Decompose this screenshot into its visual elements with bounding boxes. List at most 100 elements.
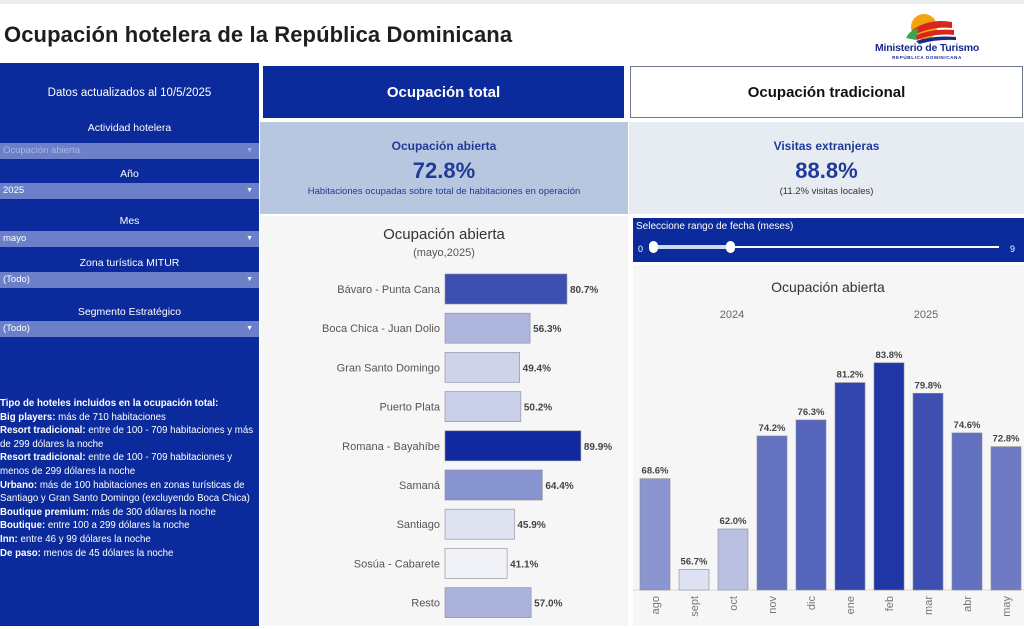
- month-bar[interactable]: [678, 569, 710, 591]
- zone-value-label: 64.4%: [545, 481, 573, 492]
- range-handle-start[interactable]: [649, 241, 658, 253]
- filter-label-mes: Mes: [119, 215, 140, 227]
- filter-label-segmento: Segmento Estratégico: [77, 306, 182, 318]
- month-value-label: 62.0%: [720, 516, 747, 527]
- range-handle-end[interactable]: [725, 241, 735, 253]
- segmento-select-value: (Todo): [3, 323, 30, 334]
- actividad-select[interactable]: Ocupación abierta ▼: [0, 143, 259, 159]
- zone-category-label: Romana - Bayahíbe: [342, 441, 440, 453]
- tab-ocupacion-tradicional[interactable]: Ocupación tradicional: [630, 66, 1023, 118]
- kpi-title: Ocupación abierta: [391, 139, 497, 153]
- month-value-label: 76.3%: [798, 407, 825, 418]
- zone-category-label: Santiago: [397, 519, 440, 531]
- zone-value-label: 56.3%: [533, 324, 561, 335]
- month-bar[interactable]: [639, 478, 671, 591]
- tab-ocupacion-total[interactable]: Ocupación total: [263, 66, 624, 118]
- month-value-label: 56.7%: [681, 556, 708, 567]
- kpi-subtitle: Habitaciones ocupadas sobre total de hab…: [307, 186, 581, 197]
- month-bar[interactable]: [756, 435, 788, 591]
- month-value-label: 81.2%: [837, 370, 864, 381]
- chevron-down-icon: ▼: [246, 235, 253, 242]
- chevron-down-icon: ▼: [246, 276, 253, 283]
- month-value-label: 74.6%: [954, 420, 981, 431]
- range-track[interactable]: [653, 246, 999, 248]
- range-label: Seleccione rango de fecha (meses): [636, 221, 794, 232]
- mes-select[interactable]: mayo ▼: [0, 231, 259, 247]
- month-bar[interactable]: [873, 362, 905, 591]
- note-item: Inn: entre 46 y 99 dólares la noche: [0, 533, 151, 545]
- range-max-label: 9: [1009, 244, 1015, 254]
- zone-bar[interactable]: [444, 508, 515, 540]
- zone-bar[interactable]: [444, 352, 520, 383]
- note-item: Urbano: más de 100 habitaciones en zonas…: [0, 479, 250, 505]
- zone-category-label: Puerto Plata: [379, 402, 440, 414]
- note-item: Resort tradicional: entre de 100 - 709 h…: [0, 425, 254, 450]
- anio-select[interactable]: 2025 ▼: [0, 183, 259, 199]
- note-item: Resort tradicional: entre de 100 - 709 h…: [0, 452, 233, 477]
- month-value-label: 72.8%: [993, 434, 1020, 445]
- zone-bar[interactable]: [444, 273, 568, 305]
- month-tick-label: mar: [923, 596, 935, 615]
- zona-select[interactable]: (Todo) ▼: [0, 272, 259, 288]
- month-bar[interactable]: [912, 392, 944, 591]
- month-tick-label: may: [1001, 596, 1013, 617]
- year-group-label: 2025: [914, 309, 938, 321]
- monthly-bar-chart-svg: Ocupación abierta 2024 2025 68.6% ago 56.7% se…: [633, 279, 1024, 617]
- logo-subtext: REPÚBLICA DOMINICANA: [892, 55, 962, 60]
- zone-bar[interactable]: [444, 587, 532, 618]
- zone-bar-chart-svg: Bávaro - Punta Cana 80.7% Boca Chica - Jua…: [322, 273, 612, 618]
- month-bar[interactable]: [717, 528, 749, 591]
- anio-select-value: 2025: [3, 185, 25, 196]
- zone-bar[interactable]: [444, 430, 582, 462]
- chart-title: Ocupación abierta: [771, 279, 885, 295]
- date-range-filter: Seleccione rango de fecha (meses) 0 9: [633, 218, 1024, 262]
- notes-title: Tipo de hoteles incluidos en la ocupació…: [0, 398, 219, 409]
- filter-label-zona: Zona turística MITUR: [79, 257, 180, 269]
- month-tick-label: ago: [650, 596, 662, 614]
- chevron-down-icon: ▼: [246, 187, 253, 194]
- data-updated-label: Datos actualizados al 10/5/2025: [47, 87, 212, 99]
- mes-select-value: mayo: [3, 233, 27, 244]
- hotel-types-notes: Tipo de hoteles incluidos en la ocupació…: [0, 397, 262, 560]
- month-bar[interactable]: [795, 419, 827, 591]
- month-tick-label: nov: [767, 596, 779, 614]
- zone-category-label: Bávaro - Punta Cana: [337, 284, 441, 296]
- note-item: Boutique: entre 100 a 299 dólares la noc…: [0, 520, 190, 532]
- ministerio-logo: Ministerio de Turismo REPÚBLICA DOMINICA…: [872, 8, 982, 62]
- filter-label-anio: Año: [120, 168, 139, 180]
- range-min-label: 0: [638, 244, 644, 254]
- monthly-occupancy-chart: Ocupación abierta 2024 2025 68.6% ago 56.7% se…: [633, 265, 1024, 626]
- range-selected-fill: [653, 245, 730, 249]
- month-value-label: 79.8%: [915, 380, 942, 391]
- zona-select-value: (Todo): [3, 274, 30, 285]
- top-border: [0, 0, 1024, 4]
- zone-value-label: 50.2%: [524, 403, 552, 414]
- month-value-label: 83.8%: [876, 350, 903, 361]
- zone-bar[interactable]: [444, 548, 508, 579]
- month-tick-label: dic: [806, 596, 818, 611]
- zone-value-label: 57.0%: [534, 599, 562, 610]
- month-bar[interactable]: [990, 446, 1022, 591]
- month-bar[interactable]: [834, 382, 866, 591]
- month-tick-label: ene: [845, 596, 857, 614]
- month-value-label: 68.6%: [642, 466, 669, 477]
- zone-category-label: Gran Santo Domingo: [337, 362, 440, 374]
- month-bar[interactable]: [951, 432, 983, 591]
- filter-sidebar: Datos actualizados al 10/5/2025 Activida…: [0, 63, 259, 626]
- month-tick-label: oct: [728, 596, 740, 611]
- zone-value-label: 80.7%: [570, 285, 598, 296]
- kpi-value: 72.8%: [412, 158, 476, 183]
- actividad-select-value: Ocupación abierta: [3, 145, 81, 156]
- note-item: Boutique premium: más de 300 dólares la …: [0, 506, 216, 518]
- logo-text: Ministerio de Turismo: [874, 42, 980, 54]
- kpi-value: 88.8%: [795, 158, 858, 183]
- segmento-select[interactable]: (Todo) ▼: [0, 321, 259, 337]
- chevron-down-icon: ▼: [246, 147, 253, 154]
- zone-category-label: Samaná: [399, 480, 441, 492]
- page-title: Ocupación hotelera de la República Domin…: [4, 22, 513, 47]
- zone-bar[interactable]: [444, 312, 531, 344]
- zone-bar[interactable]: [444, 469, 543, 501]
- zone-value-label: 89.9%: [584, 442, 612, 453]
- chevron-down-icon: ▼: [246, 325, 253, 332]
- zone-bar[interactable]: [444, 391, 522, 422]
